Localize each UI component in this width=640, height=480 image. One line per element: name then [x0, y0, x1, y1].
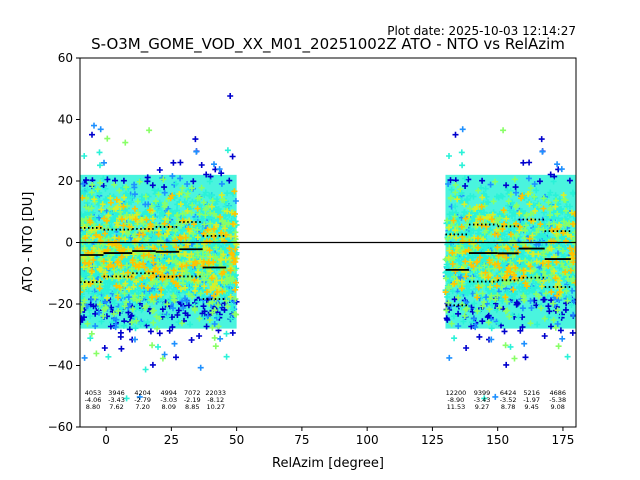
- bin-count-label: 12200: [446, 389, 467, 397]
- x-tick-label: 125: [421, 433, 444, 447]
- bin-mean-label: -3.52: [500, 396, 517, 404]
- bin-std-label: 9.08: [550, 403, 564, 411]
- x-tick-label: 0: [102, 433, 110, 447]
- bin-statistics: [80, 218, 571, 307]
- bin-mean-label: -3.43: [474, 396, 491, 404]
- bin-mean-label: -5.38: [549, 396, 566, 404]
- scatter-series-0: [80, 93, 576, 368]
- bin-count-label: 7072: [184, 389, 201, 397]
- y-tick-label: 40: [58, 113, 73, 127]
- chart-title: S-O3M_GOME_VOD_XX_M01_20251002Z ATO - NT…: [91, 35, 565, 54]
- bin-std-label: 8.85: [185, 403, 199, 411]
- x-tick-label: 75: [294, 433, 309, 447]
- x-axis-label: RelAzim [degree]: [272, 456, 384, 471]
- bin-std-label: 7.20: [135, 403, 149, 411]
- bin-count-label: 4204: [134, 389, 151, 397]
- bin-count-label: 9399: [474, 389, 491, 397]
- bin-std-label: 8.80: [86, 403, 100, 411]
- bin-count-label: 6424: [500, 389, 517, 397]
- bin-mean-label: -2.19: [184, 396, 201, 404]
- bin-count-label: 3946: [108, 389, 125, 397]
- x-tick-label: 25: [164, 433, 179, 447]
- bin-mean-label: -4.06: [85, 396, 102, 404]
- y-tick-label: −20: [48, 297, 73, 311]
- y-axis-ticks: −60 −40 −20 0 20 40 60: [48, 51, 80, 434]
- plot-date: Plot date: 2025-10-03 12:14:27: [387, 24, 576, 38]
- bin-count-label: 4053: [85, 389, 102, 397]
- x-tick-label: 150: [486, 433, 509, 447]
- bin-std-label: 9.45: [524, 403, 538, 411]
- y-tick-label: 20: [58, 174, 73, 188]
- bin-mean-label: -1.97: [523, 396, 540, 404]
- plot-area: 4053-4.068.803946-3.437.624204-2.797.204…: [79, 57, 577, 428]
- bin-mean-label: -2.79: [134, 396, 151, 404]
- scatter-points: [80, 93, 576, 402]
- bin-mean-label: -8.90: [448, 396, 465, 404]
- y-tick-label: 0: [65, 236, 73, 250]
- y-axis-label: ATO - NTO [DU]: [21, 192, 36, 293]
- bin-std-label: 9.27: [475, 403, 489, 411]
- bin-std-label: 8.09: [162, 403, 176, 411]
- bin-std-label: 7.62: [109, 403, 123, 411]
- y-tick-label: 60: [58, 51, 73, 65]
- bin-count-label: 4686: [549, 389, 566, 397]
- y-tick-label: −60: [48, 420, 73, 434]
- bin-labels: 4053-4.068.803946-3.437.624204-2.797.204…: [85, 389, 567, 411]
- bin-std-label: 8.78: [501, 403, 515, 411]
- x-tick-label: 175: [551, 433, 574, 447]
- y-tick-label: −40: [48, 359, 73, 373]
- x-tick-label: 50: [229, 433, 244, 447]
- bin-count-label: 5216: [523, 389, 540, 397]
- x-axis-ticks: 0 25 50 75 100 125 150 175: [102, 427, 574, 447]
- x-tick-label: 100: [356, 433, 379, 447]
- bin-mean-label: -3.43: [108, 396, 125, 404]
- bin-mean-label: -3.03: [160, 396, 177, 404]
- bin-std-label: 11.53: [447, 403, 466, 411]
- bin-count-label: 4994: [160, 389, 177, 397]
- bin-mean-label: -8.12: [207, 396, 224, 404]
- bin-std-label: 10.27: [206, 403, 225, 411]
- bin-count-label: 22033: [205, 389, 226, 397]
